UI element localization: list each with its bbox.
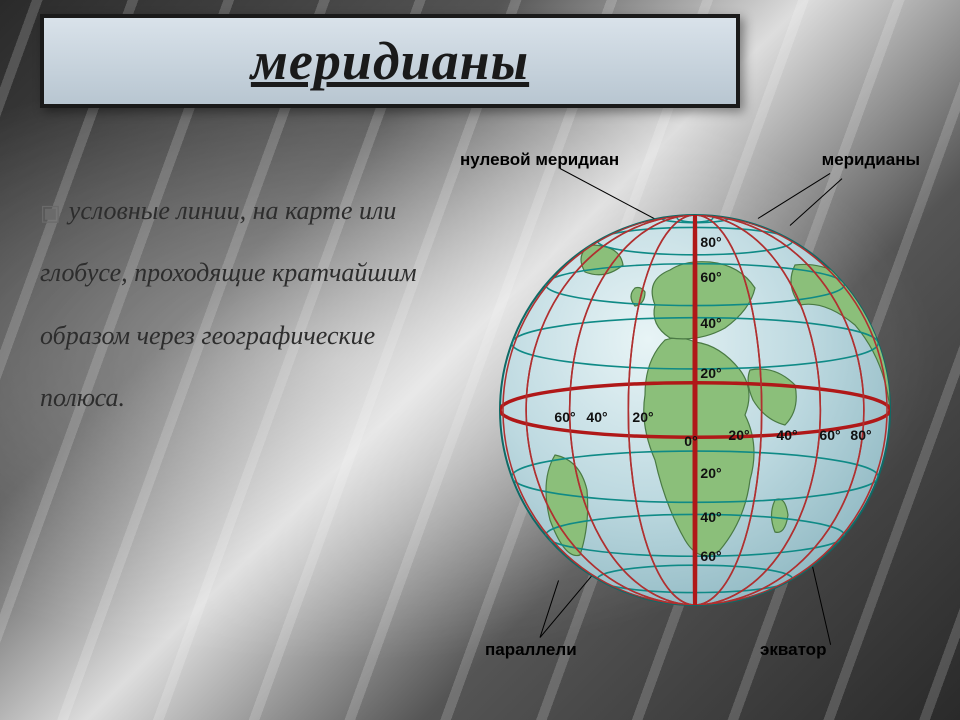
svg-text:20°: 20°	[700, 365, 721, 381]
svg-text:80°: 80°	[700, 234, 721, 250]
svg-text:0°: 0°	[684, 433, 697, 449]
slide-title: меридианы	[251, 30, 529, 92]
svg-text:80°: 80°	[850, 427, 871, 443]
label-prime-meridian: нулевой меридиан	[460, 150, 619, 170]
svg-text:40°: 40°	[776, 427, 797, 443]
bullet-icon: ▣	[40, 200, 61, 225]
svg-text:40°: 40°	[700, 315, 721, 331]
globe-diagram: нулевой меридиан меридианы параллели экв…	[460, 150, 930, 690]
definition-paragraph: ▣условные линии, на карте или глобусе, п…	[40, 180, 450, 430]
svg-text:40°: 40°	[586, 409, 607, 425]
svg-text:40°: 40°	[700, 509, 721, 525]
label-meridians: меридианы	[822, 150, 920, 170]
label-parallels: параллели	[485, 640, 577, 660]
svg-text:60°: 60°	[819, 427, 840, 443]
title-box: меридианы	[40, 14, 740, 108]
globe-svg: 60°40°20°0°20°40°60°80°80°60°40°20°20°40…	[495, 210, 895, 610]
svg-text:20°: 20°	[700, 465, 721, 481]
svg-text:60°: 60°	[554, 409, 575, 425]
label-equator: экватор	[760, 640, 826, 660]
svg-text:20°: 20°	[632, 409, 653, 425]
svg-text:20°: 20°	[728, 427, 749, 443]
definition-text: условные линии, на карте или глобусе, пр…	[40, 196, 417, 412]
svg-text:60°: 60°	[700, 548, 721, 564]
svg-text:60°: 60°	[700, 269, 721, 285]
